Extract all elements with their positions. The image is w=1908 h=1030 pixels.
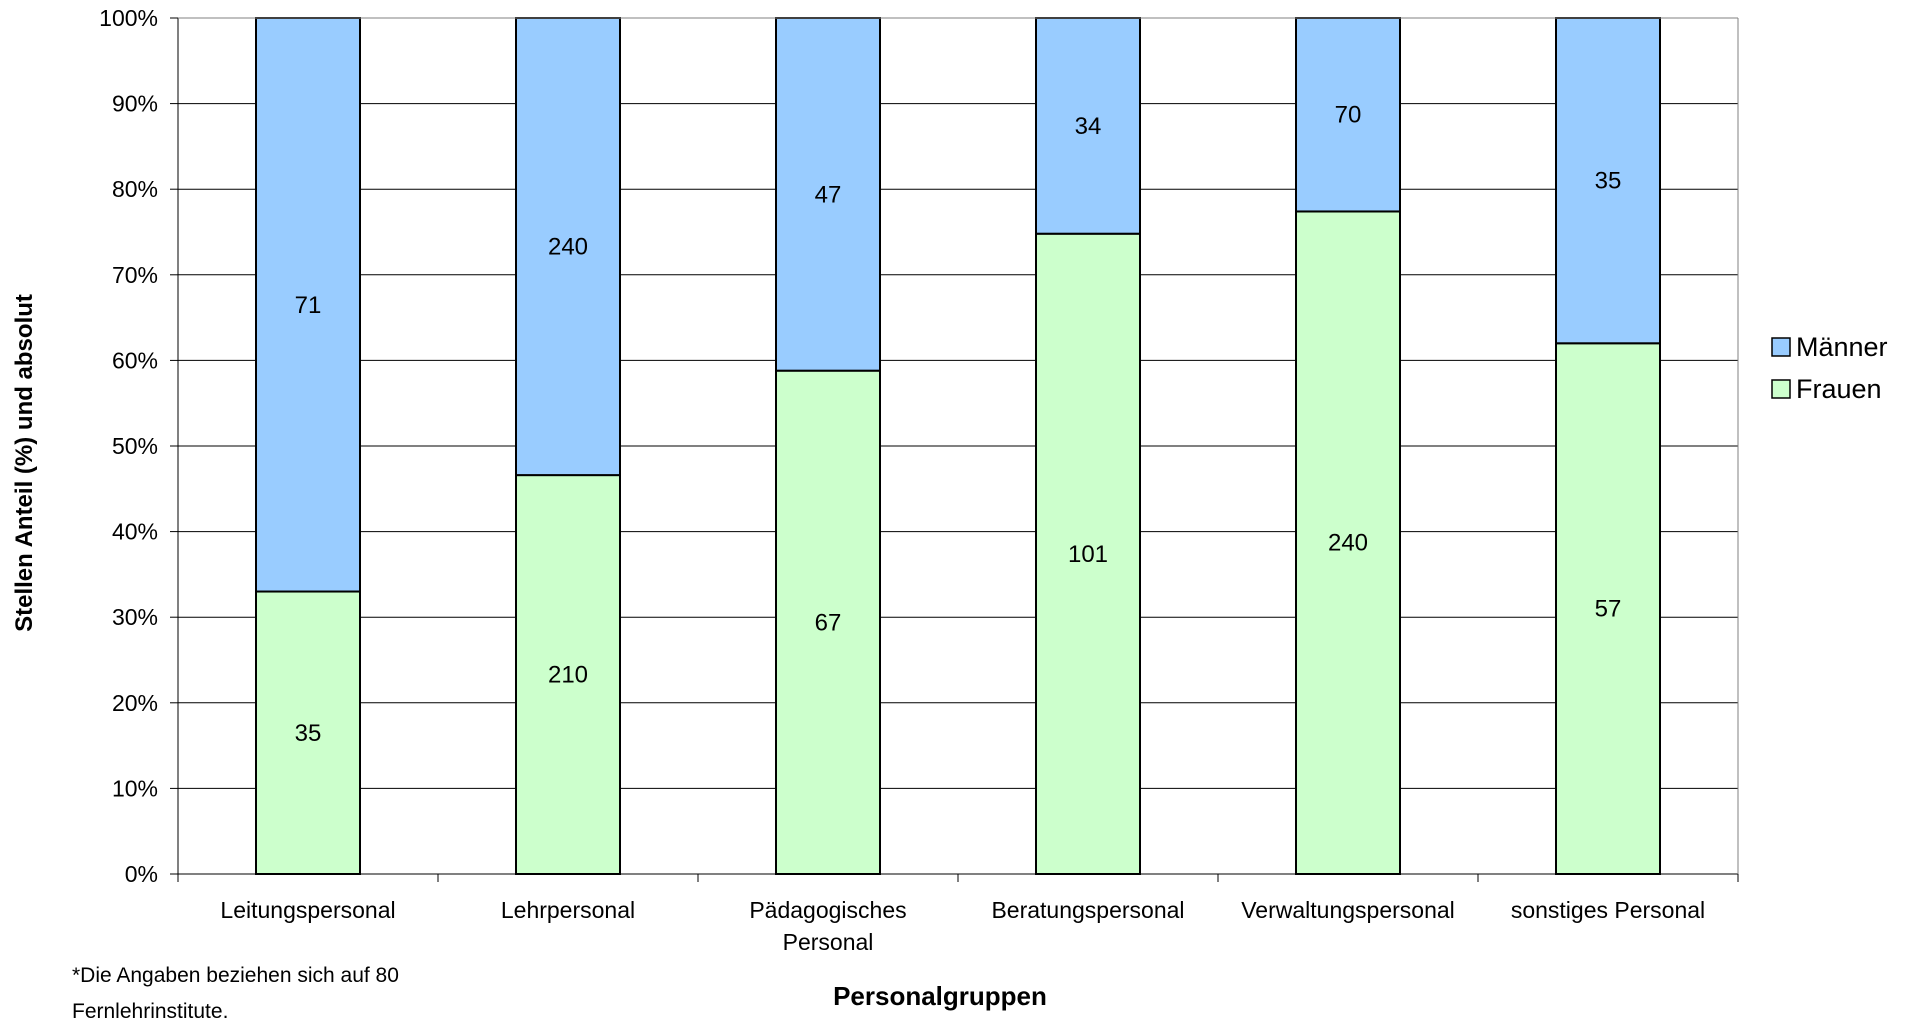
y-tick-label: 0% [125, 861, 158, 887]
bars: 35 71 210 240 67 47 101 34 240 70 57 35 [255, 17, 1661, 876]
y-tick-label: 90% [112, 91, 158, 117]
x-tick-label-line: Pädagogisches [749, 897, 906, 923]
y-axis-label: Stellen Anteil (%) und absolut [11, 294, 38, 632]
legend-swatch [1771, 379, 1791, 399]
y-tick-labels: 0% 10% 20% 30% 40% 50% 60% 70% 80% 90% 100% [99, 5, 158, 887]
x-tick-label: Beratungspersonal [991, 897, 1184, 923]
x-tick-label-line: Verwaltungspersonal [1241, 897, 1455, 923]
data-label-maenner: 240 [548, 234, 588, 261]
bar-maenner [1035, 17, 1141, 235]
data-label-frauen: 57 [1595, 596, 1622, 623]
x-tick-label: Lehrpersonal [501, 897, 635, 923]
y-tick-label: 20% [112, 690, 158, 716]
bar-maenner [775, 17, 881, 372]
y-tick-label: 80% [112, 176, 158, 202]
x-tick-label: Leitungspersonal [220, 897, 395, 923]
x-tick-label-line: Personal [783, 929, 874, 955]
data-label-maenner: 47 [815, 181, 842, 208]
legend: Männer Frauen [1771, 332, 1888, 404]
data-label-maenner: 70 [1335, 102, 1362, 129]
data-label-frauen: 210 [548, 662, 588, 689]
data-label-frauen: 67 [815, 609, 842, 636]
bar-frauen [1295, 210, 1401, 875]
x-tick-label-line: Lehrpersonal [501, 897, 635, 923]
x-tick-label: Verwaltungspersonal [1241, 897, 1455, 923]
x-tick-label-line: sonstiges Personal [1511, 897, 1705, 923]
y-tick-label: 30% [112, 604, 158, 630]
x-tick-label: Pädagogisches Personal [749, 897, 906, 955]
y-tick-label: 100% [99, 5, 158, 31]
data-label-maenner: 71 [295, 292, 322, 319]
x-tick-labels: Leitungspersonal Lehrpersonal Pädagogische… [220, 897, 1705, 955]
data-label-maenner: 34 [1075, 113, 1102, 140]
x-tick-label-line: Leitungspersonal [220, 897, 395, 923]
bar-frauen [1035, 232, 1141, 876]
y-tick-label: 40% [112, 519, 158, 545]
x-tick-label: sonstiges Personal [1511, 897, 1705, 923]
bar-maenner [255, 17, 361, 593]
bar-maenner [1555, 17, 1661, 345]
y-tick-label: 70% [112, 262, 158, 288]
legend-swatch [1771, 337, 1791, 357]
data-label-maenner: 35 [1595, 168, 1622, 195]
bar-frauen [775, 369, 881, 875]
y-tick-label: 50% [112, 433, 158, 459]
legend-label: Männer [1796, 332, 1888, 362]
data-label-frauen: 240 [1328, 530, 1368, 557]
y-tick-label: 60% [112, 347, 158, 373]
x-tick-label-line: Beratungspersonal [991, 897, 1184, 923]
data-label-frauen: 101 [1068, 541, 1108, 568]
bar-maenner [515, 17, 621, 477]
axes [170, 17, 1739, 882]
y-tick-label: 10% [112, 775, 158, 801]
footnote: *Die Angaben beziehen sich auf 80 Fernle… [72, 964, 399, 1023]
gridlines [178, 17, 1738, 789]
legend-label: Frauen [1796, 374, 1882, 404]
x-axis-label: Personalgruppen [833, 981, 1047, 1011]
data-label-frauen: 35 [295, 720, 322, 747]
